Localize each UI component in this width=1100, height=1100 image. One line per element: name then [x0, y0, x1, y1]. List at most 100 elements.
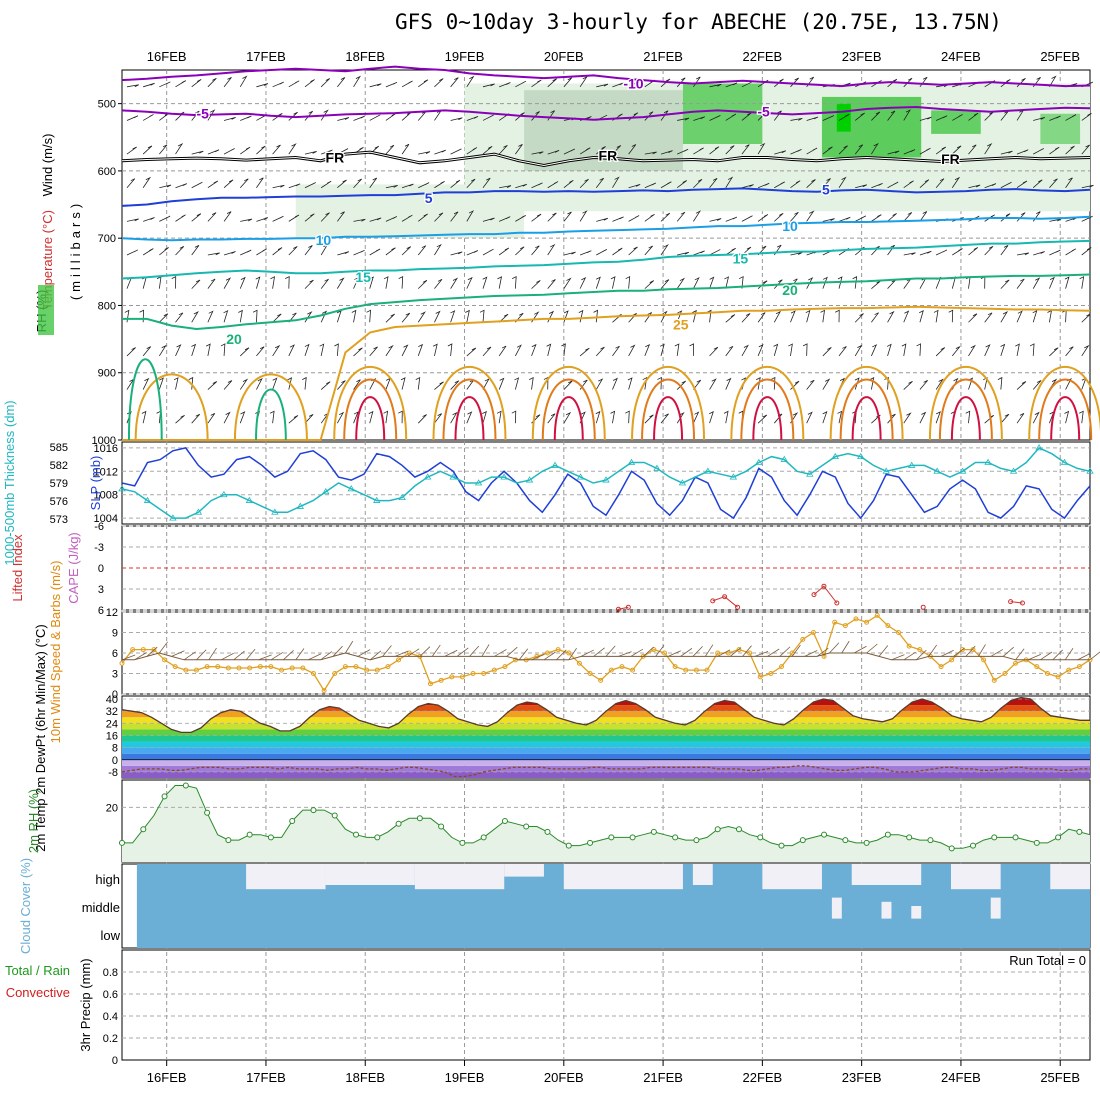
wind-barb — [417, 414, 427, 424]
wind-barb — [1081, 144, 1090, 155]
wind-barb — [968, 112, 979, 121]
temp-tick-label: 40 — [106, 694, 118, 706]
surface-wind-barb — [134, 652, 147, 661]
wind-barb — [159, 247, 169, 256]
rh2m-marker — [353, 831, 360, 838]
temp-band — [122, 753, 1090, 760]
wind-barb — [482, 248, 494, 256]
wind-barb — [434, 381, 444, 390]
wind-barb — [741, 246, 752, 256]
wind-barb — [903, 252, 916, 256]
wind-barb — [901, 343, 907, 356]
wind-tick-label: 9 — [112, 628, 118, 640]
wind-barb — [757, 142, 766, 155]
wind-barb — [965, 410, 971, 424]
temp-band — [122, 759, 1090, 766]
surface-wind-barb — [158, 641, 168, 654]
wind-barb — [1049, 178, 1058, 188]
wind-barb — [385, 344, 394, 357]
wind-barb — [531, 280, 541, 289]
wind-barb — [933, 309, 939, 323]
surface-wind-barb — [183, 651, 196, 661]
wind-barb — [627, 377, 633, 390]
surface-wind-barb — [233, 650, 245, 661]
wind-barb — [450, 148, 462, 155]
wind-barb — [984, 344, 991, 357]
wind-barb — [497, 276, 503, 289]
wind-barb — [563, 148, 575, 155]
wind-barb — [725, 113, 737, 121]
wind-barb — [676, 180, 688, 189]
wind-barb — [466, 250, 479, 256]
wind-barb — [434, 278, 443, 289]
wind-barb — [935, 378, 944, 390]
wind-barb — [191, 311, 199, 323]
wind-barb — [351, 309, 357, 323]
wind-barb — [677, 251, 690, 256]
thickness-marker — [118, 485, 126, 492]
wind-barb — [579, 210, 588, 222]
wind-barb — [854, 144, 864, 155]
wind-barb — [207, 180, 219, 189]
wind-barb — [285, 275, 290, 289]
surface-wind-barb — [618, 651, 632, 657]
pressure-tick-label: 900 — [98, 368, 116, 380]
wind-barb — [220, 343, 226, 356]
boundary-isotherm — [938, 378, 993, 441]
temp-tick-label: 24 — [106, 718, 118, 730]
wind-barb — [709, 178, 718, 188]
wind-barb — [563, 277, 572, 289]
surface-wind-barb — [568, 648, 577, 661]
isotherm-label: 20 — [782, 282, 798, 298]
wind-barb — [919, 211, 928, 222]
wind-tick-label: 6 — [112, 648, 118, 660]
wind-barb — [1029, 343, 1035, 356]
wind-barb — [353, 411, 359, 424]
wind-barb — [304, 414, 314, 424]
wind-barb — [1081, 113, 1092, 121]
wind-barb — [1049, 218, 1062, 222]
isotherm-label: 10 — [316, 232, 332, 248]
wind-barb — [158, 377, 164, 390]
wind-barb — [837, 410, 843, 424]
cloud-level-label: high — [95, 872, 120, 887]
rh-shade-30 — [295, 184, 525, 239]
wind-barb — [693, 277, 700, 289]
wind-barb — [240, 249, 252, 256]
wind-barb — [175, 80, 187, 88]
wind-barb — [1032, 310, 1038, 323]
boundary-isotherm — [839, 378, 894, 441]
wind-barb — [709, 346, 719, 357]
wind-barb — [515, 112, 525, 121]
wind-barb — [385, 185, 398, 189]
wind-barb — [612, 176, 620, 188]
wind-axis-label: Wind (m/s) — [40, 134, 55, 197]
wind-barb — [1065, 114, 1077, 121]
surface-wind-barb — [655, 644, 665, 657]
surface-wind-barb — [283, 649, 294, 661]
wind-barb — [1032, 380, 1042, 390]
wind-barb — [660, 212, 671, 222]
wind-barb — [401, 112, 412, 121]
wind-barb — [723, 410, 729, 424]
isotherm-25 — [122, 305, 1091, 441]
wind-barb — [369, 83, 382, 88]
wind-barb — [1065, 177, 1073, 188]
surface-wind-barb — [717, 649, 731, 657]
wind-barb — [579, 147, 591, 155]
wind-barb — [450, 211, 459, 222]
wind-barb — [272, 215, 284, 222]
millibars-label: (millibars) — [68, 200, 83, 300]
wind-barb — [1000, 79, 1011, 88]
wind-barb — [288, 415, 299, 424]
wind-barb — [207, 252, 220, 256]
wind-barb — [790, 180, 801, 189]
wind-barb — [353, 115, 365, 121]
surface-wind-barb — [419, 646, 431, 657]
date-label-bottom: 21FEB — [643, 1070, 683, 1085]
rh2m-marker — [650, 828, 657, 835]
surface-wind-barb — [444, 649, 458, 657]
wind-barb — [693, 411, 700, 424]
temp-band — [122, 723, 1090, 730]
surface-wind-barb — [866, 643, 878, 654]
